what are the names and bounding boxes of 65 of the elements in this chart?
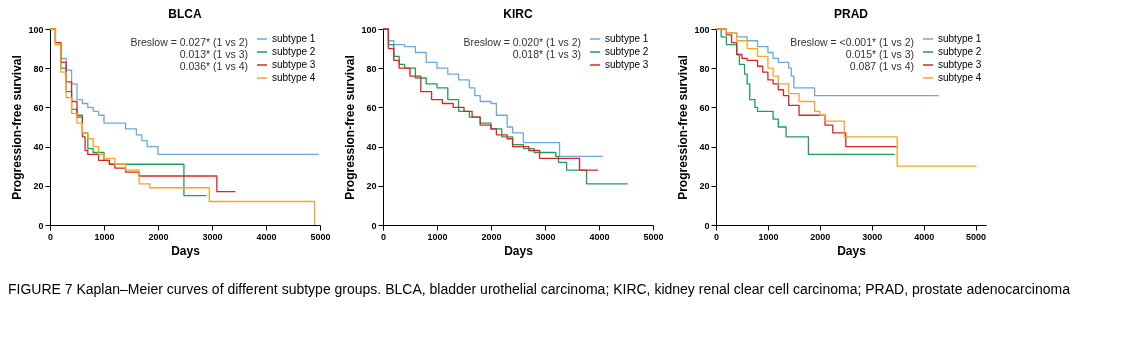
legend-label: subtype 1: [605, 33, 649, 44]
x-tick-label: 2000: [148, 231, 169, 242]
chart-title: BLCA: [168, 7, 202, 21]
legend-label: subtype 3: [605, 59, 649, 70]
x-tick-label: 3000: [535, 231, 556, 242]
annotation: 0.087 (1 vs 4): [849, 60, 914, 72]
legend-label: subtype 4: [272, 72, 316, 83]
x-tick-label: 5000: [643, 231, 664, 242]
legend-label: subtype 1: [272, 33, 316, 44]
caption: FIGURE 7 Kaplan–Meier curves of different subtype groups. BLCA, bladder urothelial carcinoma; KIRC, kidney renal clear cell carcinoma; PRAD, prostate adenocarcinoma: [8, 281, 1070, 297]
y-tick-label: 20: [699, 181, 710, 192]
x-tick-label: 4000: [256, 231, 277, 242]
legend-label: subtype 1: [938, 33, 982, 44]
y-tick-label: 40: [33, 142, 44, 153]
legend-label: subtype 3: [272, 59, 316, 70]
legend-label: subtype 4: [938, 72, 982, 83]
x-tick-label: 1000: [94, 231, 115, 242]
x-tick-label: 0: [713, 231, 720, 242]
annotation: 0.036* (1 vs 4): [179, 60, 248, 72]
x-tick-label: 4000: [589, 231, 610, 242]
x-axis-title: Days: [504, 243, 534, 258]
y-tick-label: 0: [38, 220, 44, 231]
x-tick-label: 3000: [202, 231, 223, 242]
annotation: Breslow = 0.020* (1 vs 2): [463, 36, 581, 48]
annotation: 0.018* (1 vs 3): [512, 48, 581, 60]
x-tick-label: 5000: [310, 231, 331, 242]
y-axis-title: Progression-free survival: [676, 55, 691, 200]
y-tick-label: 60: [33, 102, 44, 113]
legend-label: subtype 2: [605, 46, 649, 57]
y-axis-title: Progression-free survival: [343, 55, 358, 200]
y-tick-label: 80: [699, 63, 710, 74]
annotation: Breslow = 0.027* (1 vs 2): [130, 36, 248, 48]
x-tick-label: 0: [47, 231, 54, 242]
x-tick-label: 4000: [914, 231, 935, 242]
y-axis-title: Progression-free survival: [10, 55, 25, 200]
x-tick-label: 3000: [862, 231, 883, 242]
y-tick-label: 80: [33, 63, 44, 74]
annotation: 0.013* (1 vs 3): [179, 48, 248, 60]
x-axis-title: Days: [171, 243, 201, 258]
y-tick-label: 100: [28, 24, 44, 35]
annotation: 0.015* (1 vs 3): [845, 48, 914, 60]
chart-title: PRAD: [833, 7, 869, 21]
x-tick-label: 0: [380, 231, 387, 242]
y-tick-label: 80: [366, 63, 377, 74]
y-tick-label: 0: [371, 220, 377, 231]
chart-title: KIRC: [503, 7, 533, 21]
y-tick-label: 60: [366, 102, 377, 113]
legend-label: subtype 2: [938, 46, 982, 57]
x-tick-label: 1000: [758, 231, 779, 242]
y-tick-label: 40: [366, 142, 377, 153]
legend-label: subtype 2: [272, 46, 316, 57]
x-axis-title: Days: [837, 243, 867, 258]
y-tick-label: 40: [699, 142, 710, 153]
x-tick-label: 2000: [810, 231, 831, 242]
y-tick-label: 0: [704, 220, 710, 231]
x-tick-label: 1000: [427, 231, 448, 242]
x-tick-label: 2000: [481, 231, 502, 242]
x-tick-label: 5000: [966, 231, 987, 242]
y-tick-label: 100: [694, 24, 710, 35]
y-tick-label: 20: [33, 181, 44, 192]
y-tick-label: 60: [699, 102, 710, 113]
y-tick-label: 20: [366, 181, 377, 192]
legend-label: subtype 3: [938, 59, 982, 70]
annotation: Breslow = <0.001* (1 vs 2): [790, 36, 914, 48]
y-tick-label: 100: [361, 24, 377, 35]
